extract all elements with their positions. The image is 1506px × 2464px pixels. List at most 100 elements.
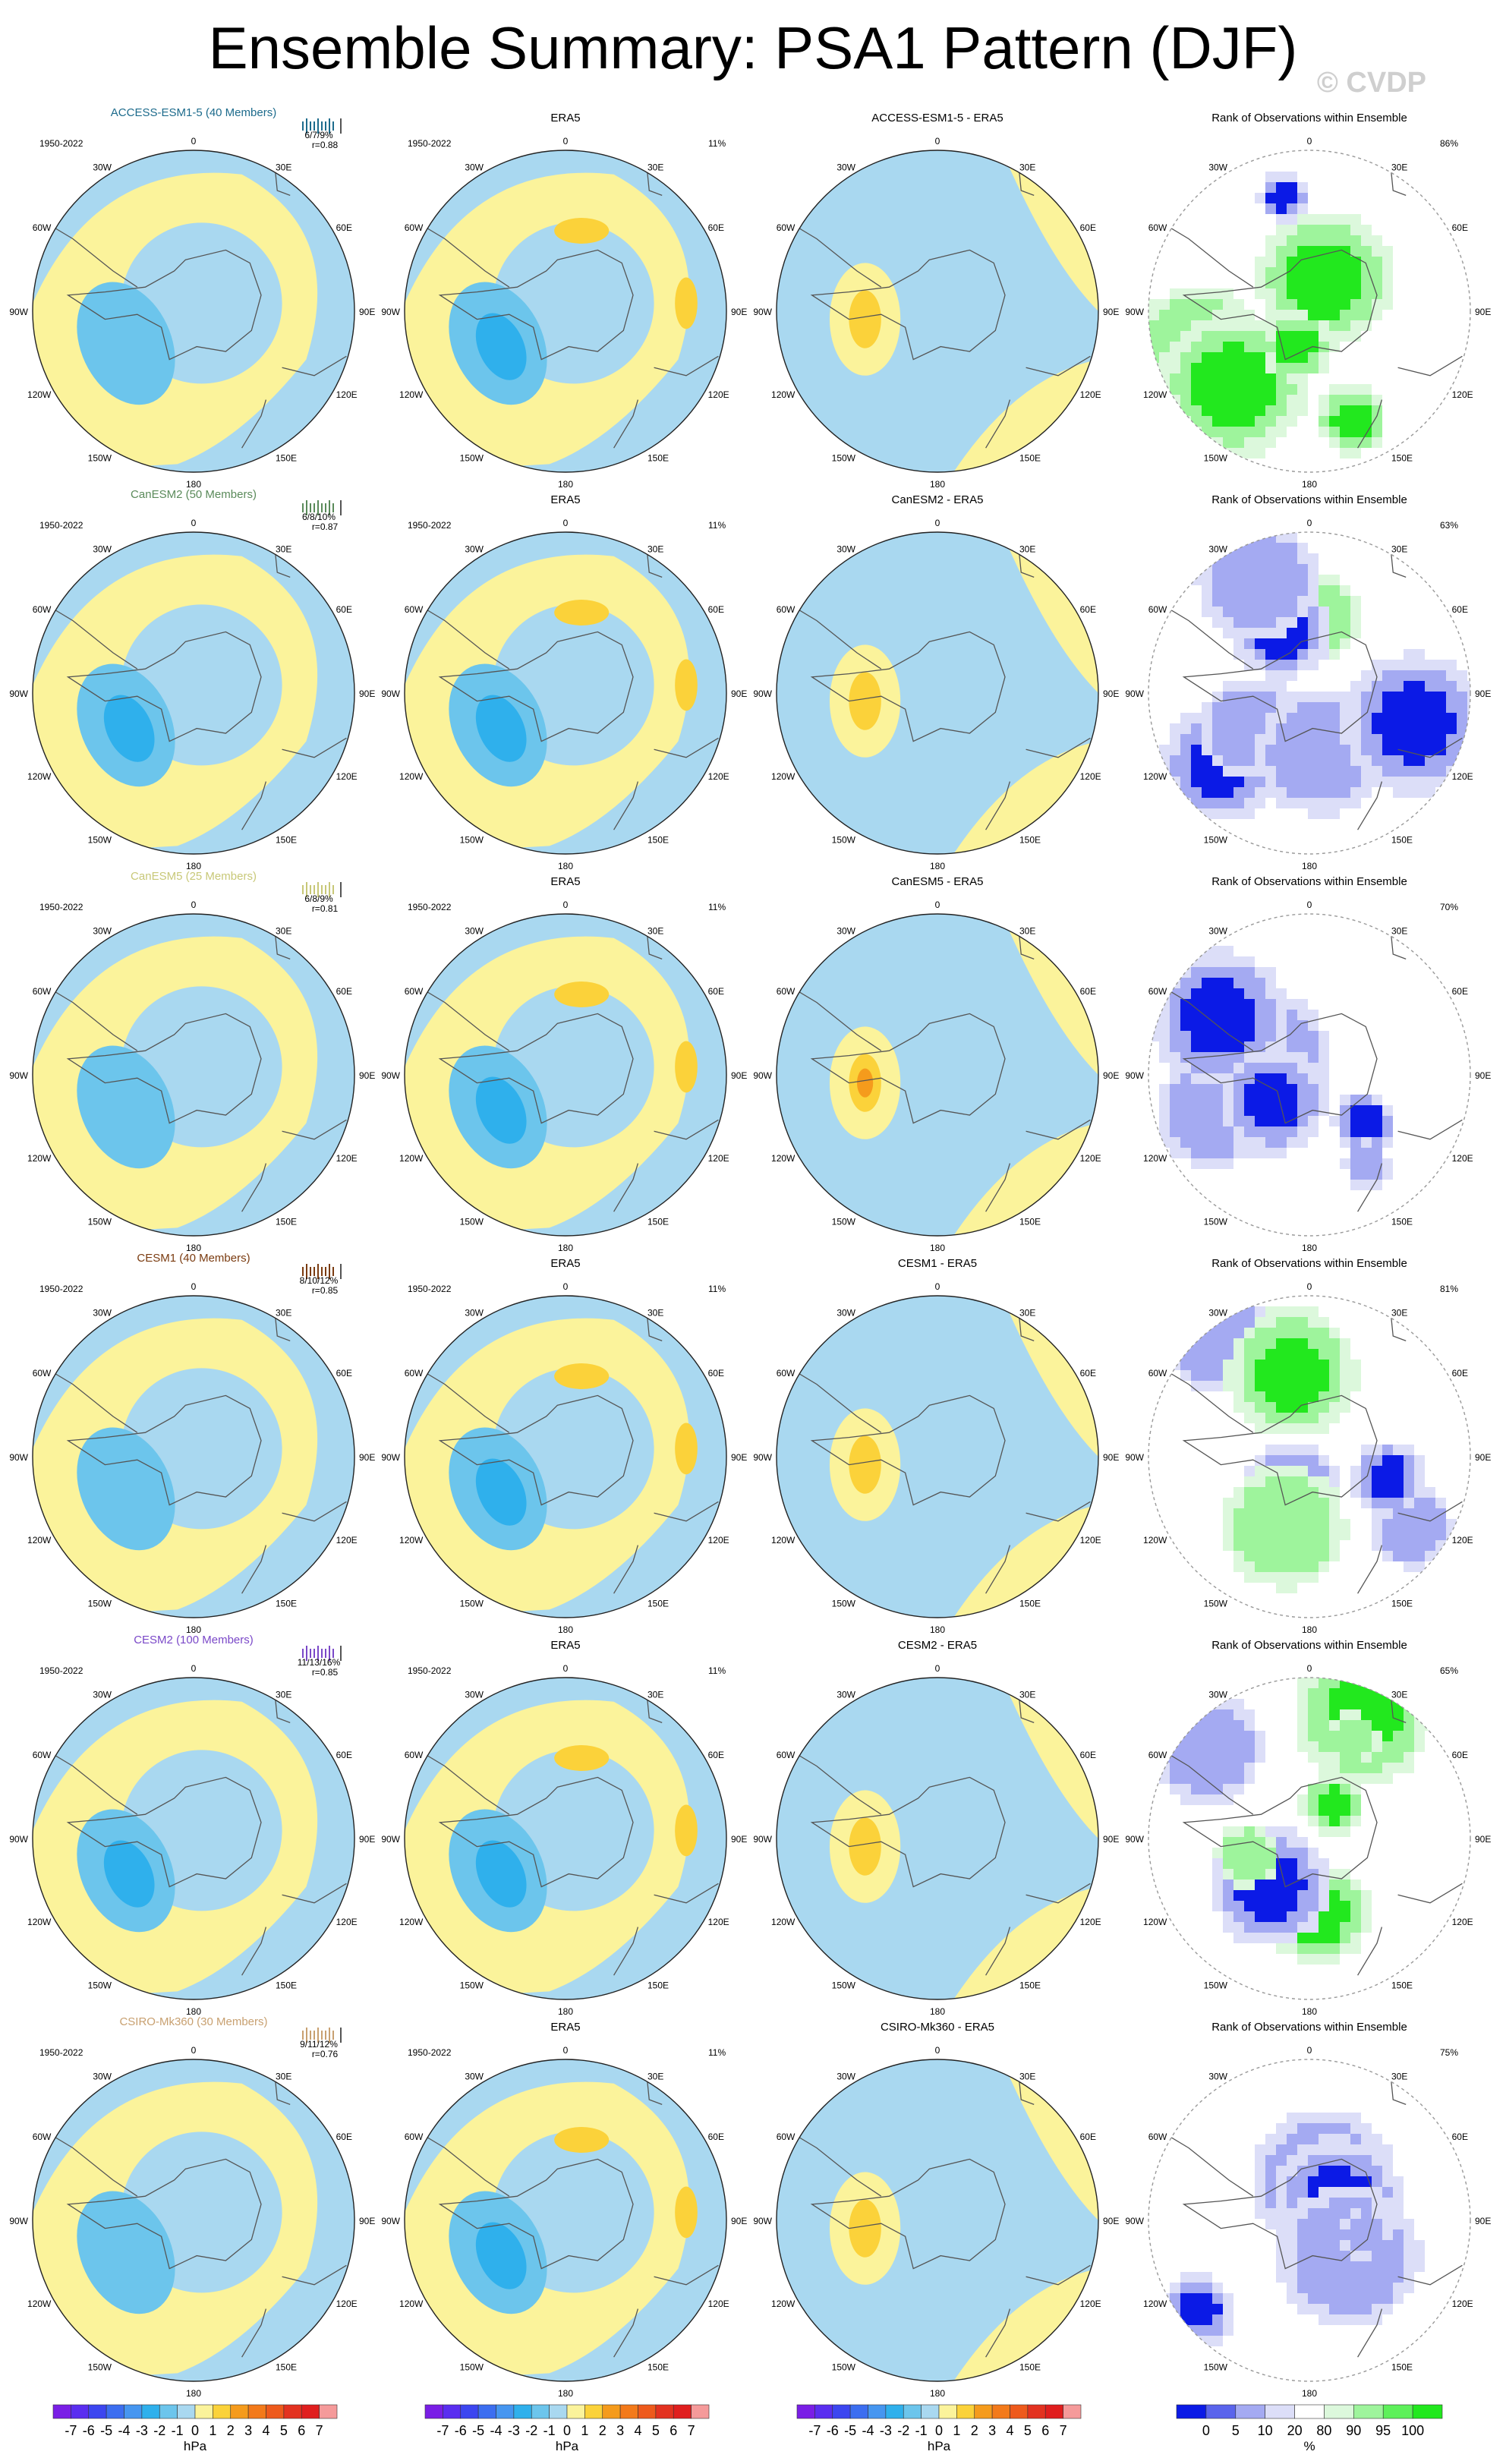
- rank-cell: [1223, 1848, 1233, 1858]
- map-field: [777, 1678, 1098, 1999]
- rank-cell: [1180, 798, 1191, 808]
- rank-cell: [1329, 1794, 1340, 1805]
- rank-cell: [1350, 1922, 1361, 1933]
- rank-cell: [1212, 1073, 1223, 1084]
- rank-cell: [1223, 575, 1233, 585]
- colorbar-tick-label: -3: [880, 2423, 892, 2438]
- rank-cell: [1202, 331, 1212, 342]
- rank-cell: [1233, 1709, 1244, 1720]
- rank-cell: [1319, 2187, 1329, 2198]
- map-field: [777, 1296, 1098, 1618]
- rank-cell: [1287, 203, 1297, 214]
- colorbar-tick-label: -1: [915, 2423, 928, 2438]
- rank-cell: [1202, 1731, 1212, 1741]
- rank-cell: [1308, 745, 1319, 755]
- longitude-label: 90E: [1103, 1070, 1119, 1081]
- new-zealand-coast: [241, 1545, 267, 1594]
- longitude-label: 0: [935, 1281, 940, 1292]
- rank-cell: [1170, 1041, 1180, 1052]
- rank-cell: [1297, 1391, 1308, 1402]
- rank-cell: [1287, 2240, 1297, 2251]
- map-field: [405, 150, 726, 472]
- rank-cell: [1319, 617, 1329, 628]
- rank-cell: [1350, 1126, 1361, 1137]
- rank-cell: [1223, 532, 1233, 543]
- longitude-label: 180: [558, 861, 573, 871]
- rank-cell: [1308, 310, 1319, 320]
- longitude-label: 120E: [1080, 1535, 1101, 1546]
- rank-cell: [1212, 988, 1223, 999]
- rank-cell: [1414, 670, 1425, 681]
- rank-cell: [1180, 363, 1191, 373]
- longitude-label: 150W: [88, 2362, 112, 2373]
- rank-cell: [1308, 2134, 1319, 2144]
- rank-cell: [1191, 713, 1202, 723]
- rank-cell: [1350, 607, 1361, 617]
- rank-cell: [1255, 543, 1265, 553]
- rank-cell: [1308, 1858, 1319, 1869]
- rank-cell: [1255, 342, 1265, 352]
- rank-cell: [1159, 1031, 1170, 1041]
- rank-cell: [1404, 1551, 1414, 1561]
- rank-cell: [1308, 225, 1319, 235]
- rank-cell: [1297, 1837, 1308, 1848]
- rank-cell: [1233, 405, 1244, 416]
- rank-cell: [1350, 2240, 1361, 2251]
- rank-cell: [1414, 713, 1425, 723]
- colorbar-swatch: [1176, 2404, 1207, 2419]
- rank-cell: [1372, 1688, 1382, 1699]
- rank-cell: [1308, 1306, 1319, 1317]
- rank-cell: [1319, 777, 1329, 787]
- colorbar-swatch: [52, 2404, 71, 2419]
- longitude-label: 120E: [1452, 1917, 1473, 1927]
- longitude-label: 150E: [1391, 2362, 1413, 2373]
- rank-cell: [1372, 1137, 1382, 1148]
- rank-cell: [1276, 225, 1287, 235]
- rank-cell: [1223, 628, 1233, 638]
- rank-cell: [1202, 808, 1212, 819]
- rank-cell: [1180, 331, 1191, 342]
- rank-cell: [1350, 395, 1361, 405]
- longitude-label: 30E: [1391, 162, 1407, 172]
- rank-cell: [1382, 2219, 1393, 2229]
- rank-cell: [1212, 777, 1223, 787]
- rank-cell: [1276, 1020, 1287, 1031]
- rank-cell: [1276, 1476, 1287, 1487]
- rank-cell: [1265, 299, 1276, 310]
- rank-cell: [1255, 257, 1265, 267]
- rank-cell: [1319, 278, 1329, 288]
- spread-tick: [332, 1267, 334, 1276]
- rank-cell: [1170, 755, 1180, 766]
- rank-cell: [1244, 1306, 1255, 1317]
- rank-cell: [1361, 692, 1372, 702]
- rank-cell: [1308, 1423, 1319, 1434]
- rank-cell: [1404, 2261, 1414, 2272]
- longitude-label: 120W: [399, 1917, 424, 1927]
- rank-cell: [1340, 745, 1350, 755]
- rank-cell: [1265, 1126, 1276, 1137]
- rank-cell: [1340, 2251, 1350, 2261]
- rank-cell: [1361, 257, 1372, 267]
- colorbar-tick-label: 0: [191, 2423, 199, 2438]
- rank-cell: [1308, 1116, 1319, 1126]
- rank-cell: [1329, 585, 1340, 596]
- rank-cell: [1329, 437, 1340, 448]
- rank-cell: [1457, 702, 1467, 713]
- rank-cell: [1457, 670, 1467, 681]
- rank-cell: [1372, 2176, 1382, 2187]
- rank-cell: [1287, 193, 1297, 203]
- rank-cell: [1276, 1540, 1287, 1551]
- rank-cell: [1308, 1540, 1319, 1551]
- rank-cell: [1329, 1338, 1340, 1349]
- rank-cell: [1287, 1423, 1297, 1434]
- rank-cell: [1425, 777, 1435, 787]
- rank-cell: [1297, 1445, 1308, 1455]
- rank-cell: [1404, 702, 1414, 713]
- rank-cell: [1372, 2229, 1382, 2240]
- spread-tick: [325, 1267, 326, 1276]
- rank-cell: [1265, 1858, 1276, 1869]
- rank-cell: [1308, 1731, 1319, 1741]
- longitude-label: 150E: [1019, 1980, 1041, 1991]
- rank-cell: [1446, 702, 1457, 713]
- rank-cell: [1244, 798, 1255, 808]
